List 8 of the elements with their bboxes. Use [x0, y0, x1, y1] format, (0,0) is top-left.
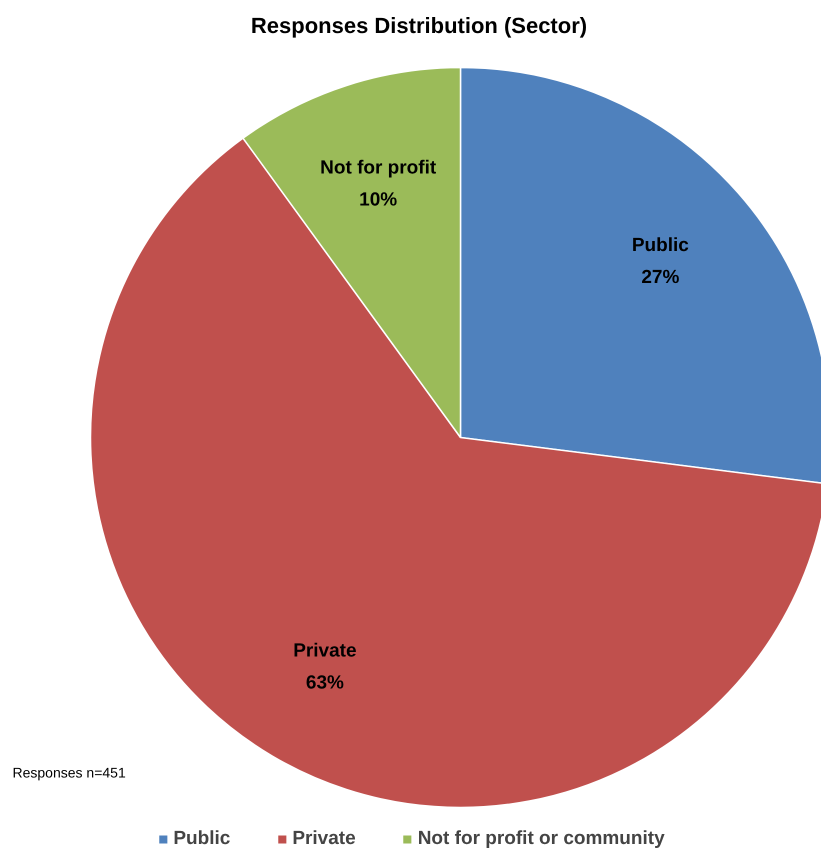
data-label: Not for profit 10% — [320, 158, 437, 211]
chart-title: Responses Distribution (Sector) — [250, 13, 588, 38]
text: Responses n=451 — [12, 764, 126, 780]
legend-label: Private — [292, 828, 356, 850]
data-label: Public 27% — [632, 234, 690, 288]
legend-label: Not for profit or community — [418, 828, 665, 850]
legend-label: Public — [173, 828, 230, 850]
data-label: Private 63% — [293, 640, 357, 694]
